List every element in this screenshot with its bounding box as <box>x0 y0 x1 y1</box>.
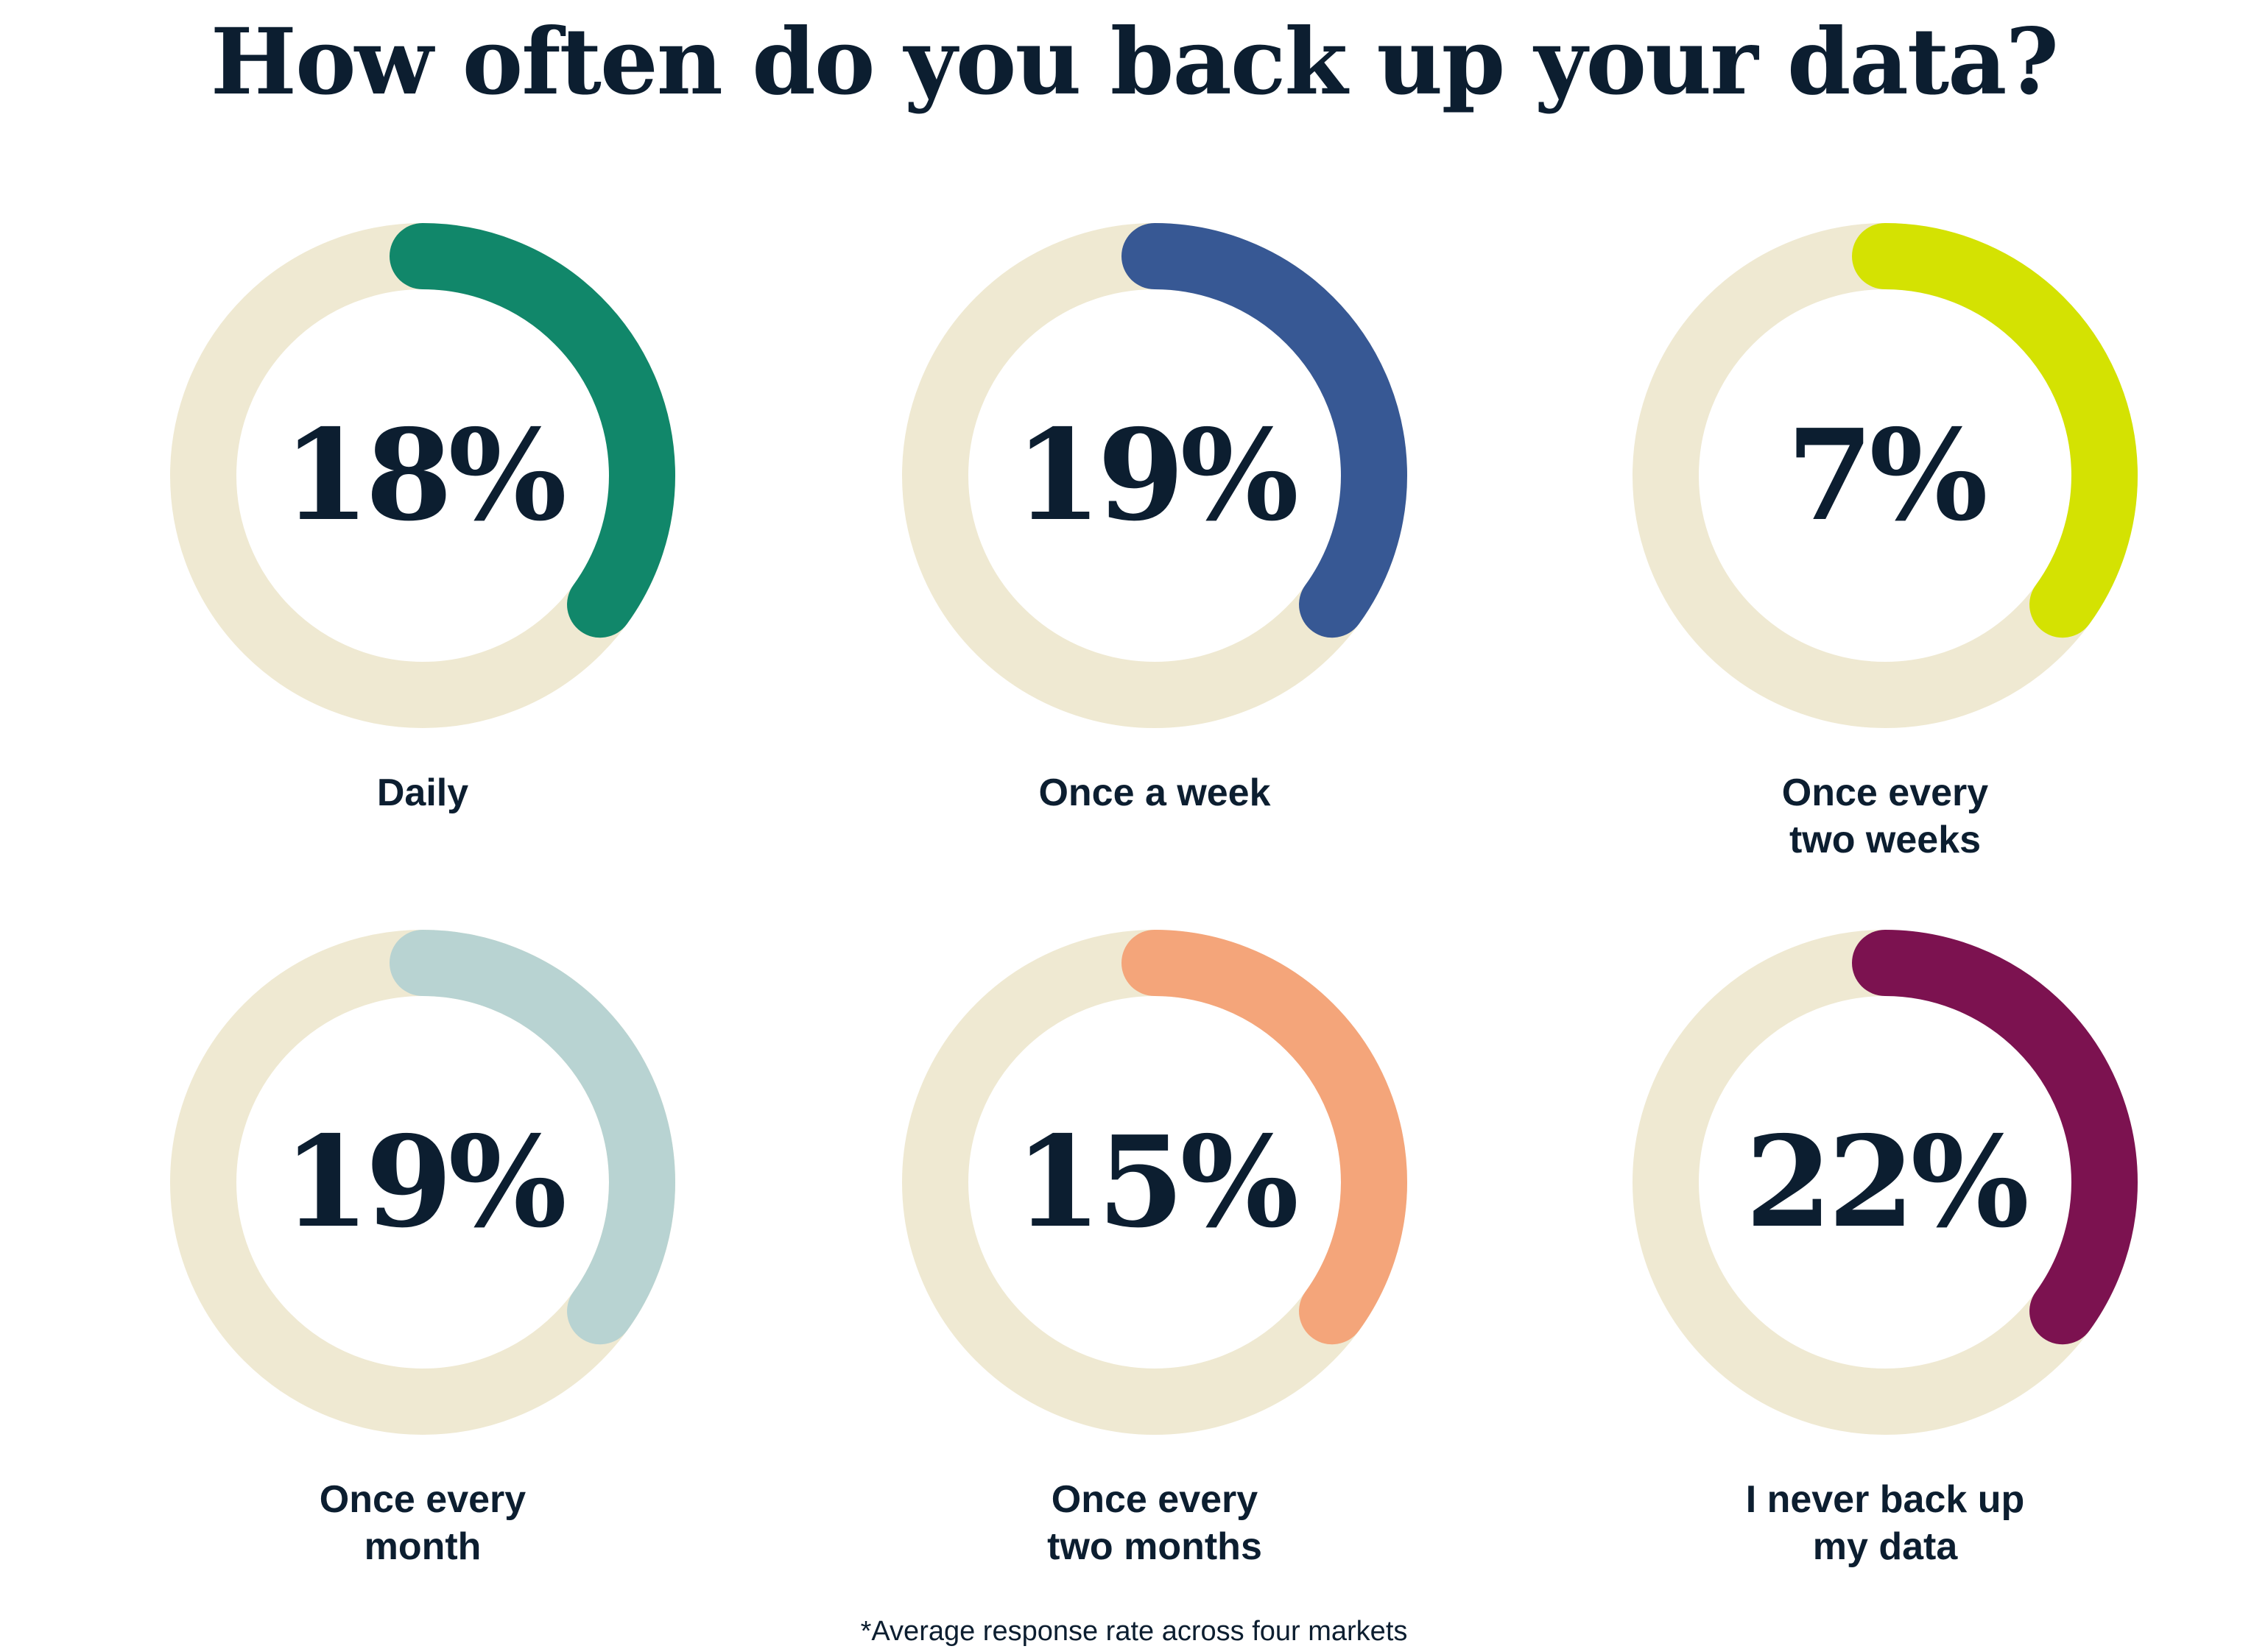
donut-svg <box>170 930 675 1435</box>
donut-chart: 22% <box>1620 917 2150 1447</box>
donut-chart: 7% <box>1620 211 2150 741</box>
donut-chart: 15% <box>890 917 1420 1447</box>
donut-arc <box>170 223 675 728</box>
category-label: Once every month <box>319 1478 526 1568</box>
percentage-value: 22% <box>1744 1109 2029 1256</box>
category-label: I never back up my data <box>1745 1478 2025 1568</box>
donut-chart: 19% <box>890 211 1420 741</box>
percentage-value: 18% <box>282 402 567 549</box>
percentage-value: 19% <box>282 1109 567 1256</box>
donut-svg <box>1633 223 2138 728</box>
donut-arc <box>902 223 1407 728</box>
category-label: Once a week <box>1038 771 1271 814</box>
donut-svg <box>902 930 1407 1435</box>
donut-svg <box>902 223 1407 728</box>
donut-svg <box>170 223 675 728</box>
donut-arc <box>1633 930 2138 1435</box>
category-label: Once every two weeks <box>1781 771 1989 861</box>
category-label: Daily <box>376 771 469 814</box>
donut-chart: 19% <box>158 917 688 1447</box>
category-label: Once every two months <box>1047 1478 1262 1568</box>
donut-chart: 18% <box>158 211 688 741</box>
donut-arc <box>170 930 675 1435</box>
percentage-value: 15% <box>1014 1109 1299 1256</box>
donut-arc <box>1633 223 2138 728</box>
percentage-value: 7% <box>1786 402 1988 549</box>
footnote: *Average response rate across four marke… <box>860 1616 1408 1647</box>
donut-arc <box>902 930 1407 1435</box>
donut-svg <box>1633 930 2138 1435</box>
chart-title: How often do you back up your data? <box>210 9 2059 116</box>
percentage-value: 19% <box>1014 402 1299 549</box>
